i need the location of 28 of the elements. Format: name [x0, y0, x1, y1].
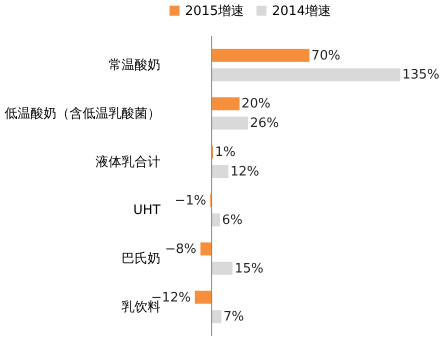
- bar: [212, 164, 228, 178]
- data-label: −1%: [174, 194, 206, 209]
- bar: [212, 310, 222, 324]
- bar: [212, 68, 400, 82]
- data-label: 26%: [250, 116, 279, 132]
- data-label: 70%: [311, 48, 340, 64]
- y-tick-label: 巴氏奶: [122, 252, 160, 267]
- legend-label: 2014增速: [272, 4, 332, 19]
- y-tick-label: 液体乳合计: [96, 154, 160, 170]
- bar: [212, 48, 310, 62]
- bar: [194, 290, 212, 304]
- y-tick-label: 常温酸奶: [108, 58, 160, 74]
- data-label: 7%: [223, 310, 244, 325]
- legend-label: 2015增速: [185, 4, 244, 19]
- y-tick-label: 低温酸奶（含低温乳酸菌）: [4, 106, 160, 122]
- bar: [212, 262, 233, 275]
- y-tick-label: UHT: [133, 203, 161, 218]
- data-label: 135%: [402, 68, 440, 83]
- data-label: 6%: [222, 212, 243, 228]
- bar: [200, 242, 212, 256]
- bar: [212, 213, 220, 226]
- data-label: 15%: [234, 261, 264, 276]
- bar: [212, 97, 240, 110]
- data-label: 20%: [242, 96, 270, 112]
- data-label: 1%: [215, 145, 236, 160]
- bar: [212, 116, 248, 130]
- data-label: 12%: [230, 164, 260, 180]
- data-label: −8%: [164, 242, 196, 257]
